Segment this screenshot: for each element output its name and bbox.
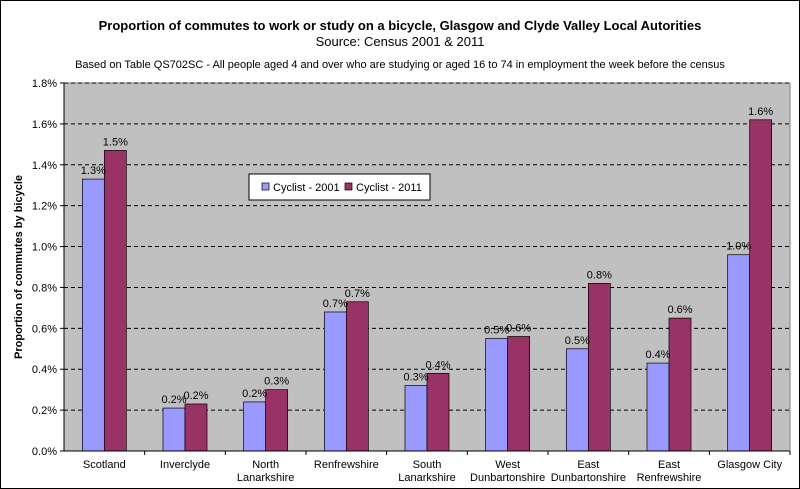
- y-tick-label: 0.6%: [32, 323, 57, 335]
- y-tick-label: 1.0%: [32, 242, 57, 254]
- data-label: 1.3%: [81, 165, 106, 177]
- data-label: 0.2%: [161, 394, 186, 406]
- x-category-label: Glasgow City: [717, 459, 782, 471]
- data-label: 0.8%: [587, 269, 612, 281]
- data-label: 0.6%: [506, 323, 531, 335]
- data-label: 0.5%: [565, 335, 590, 347]
- data-label: 1.0%: [726, 241, 751, 253]
- bar: [507, 336, 531, 452]
- data-label: 0.7%: [323, 298, 348, 310]
- legend-swatch: [344, 182, 353, 191]
- chart-note: Based on Table QS702SC - All people aged…: [75, 59, 725, 71]
- legend: Cyclist - 2001 Cyclist - 2011: [248, 173, 431, 201]
- data-label: 0.4%: [645, 349, 670, 361]
- x-category-label: East: [658, 459, 680, 471]
- y-tick-labels: 0.0% 0.2% 0.4% 0.6% 0.8% 1.0% 1.2% 1.4% 1.6% 1.8%: [32, 78, 64, 458]
- legend-box: [248, 173, 431, 201]
- y-tick-label: 1.8%: [32, 78, 57, 90]
- x-category-label: Lanarkshire: [237, 472, 294, 484]
- data-label: 0.5%: [484, 325, 509, 337]
- x-category-label: Scotland: [83, 459, 126, 471]
- bar: [345, 301, 369, 452]
- bar: [265, 389, 289, 452]
- chart-subtitle: Source: Census 2001 & 2011: [315, 34, 485, 49]
- x-category-label: West: [495, 459, 520, 471]
- data-label: 0.2%: [183, 390, 208, 402]
- data-labels: 1.3%1.5%0.2%0.2% 0.2%0.3%0.7%0.7%0.3%0.4%…: [81, 106, 774, 406]
- x-category-labels: Scotland Inverclyde NorthLanarkshireRenfre…: [83, 459, 783, 484]
- data-label: 0.6%: [667, 304, 692, 316]
- legend-swatch: [261, 182, 270, 191]
- data-label: 0.3%: [403, 372, 428, 384]
- bar: [485, 338, 509, 452]
- bar: [103, 150, 127, 452]
- bar: [404, 385, 428, 452]
- bar: [162, 407, 186, 452]
- y-tick-label: 0.4%: [32, 364, 57, 376]
- axes: [63, 83, 791, 455]
- y-tick-label: 1.2%: [32, 201, 57, 213]
- bar: [565, 348, 589, 452]
- bar: [749, 119, 773, 452]
- data-label: 0.4%: [425, 359, 450, 371]
- bar: [243, 401, 267, 452]
- x-category-label: Renfrewshire: [314, 459, 379, 471]
- legend-label: Cyclist - 2011: [356, 182, 422, 194]
- bar: [587, 283, 611, 452]
- data-label: 0.3%: [264, 376, 289, 388]
- chart-title: Proportion of commutes to work or study …: [98, 18, 702, 33]
- x-category-label: Lanarkshire: [398, 472, 455, 484]
- bar: [668, 317, 692, 452]
- data-label: 1.5%: [103, 136, 128, 148]
- legend-label: Cyclist - 2001: [273, 182, 340, 194]
- y-axis-label: Proportion of commutes by bicycle: [13, 175, 25, 359]
- x-category-label: East: [577, 459, 599, 471]
- bar: [81, 178, 105, 452]
- bar: [184, 403, 208, 452]
- bar: [426, 372, 450, 452]
- y-tick-label: 1.6%: [32, 119, 57, 131]
- y-tick-label: 0.8%: [32, 282, 57, 294]
- bar: [727, 254, 751, 452]
- x-category-label: North: [252, 459, 279, 471]
- y-tick-label: 1.4%: [32, 160, 57, 172]
- data-label: 0.7%: [345, 288, 370, 300]
- bar: [646, 362, 670, 452]
- data-label: 0.2%: [242, 388, 267, 400]
- bar: [323, 311, 347, 452]
- data-label: 1.6%: [748, 106, 773, 118]
- x-category-label: Dunbartonshire: [470, 472, 545, 484]
- y-tick-label: 0.2%: [32, 405, 57, 417]
- x-category-label: Inverclyde: [160, 459, 210, 471]
- x-category-label: South: [413, 459, 442, 471]
- bars: [81, 119, 773, 452]
- y-tick-label: 0.0%: [32, 446, 57, 458]
- x-category-label: Renfrewshire: [637, 472, 702, 484]
- x-category-label: Dunbartonshire: [551, 472, 626, 484]
